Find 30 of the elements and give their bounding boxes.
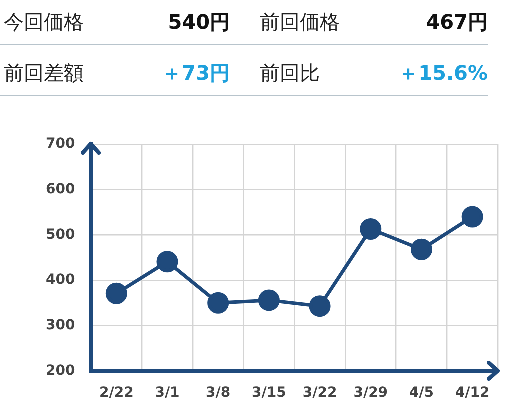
text: 467円: [426, 8, 488, 36]
x-tick-label: 3/29: [354, 385, 388, 402]
x-tick-label: 2/22: [99, 385, 134, 402]
x-tick-label: 3/15: [252, 385, 286, 402]
point: [360, 218, 382, 240]
text: ＋15.6%: [398, 60, 488, 86]
y-tick-label: 300: [46, 317, 76, 334]
text: 前回差額: [4, 60, 84, 86]
point: [156, 251, 178, 273]
text: 前回比: [260, 60, 320, 86]
x-tick-label: 4/5: [409, 385, 434, 402]
point: [258, 290, 280, 312]
x-tick-label: 3/8: [206, 385, 231, 402]
y-tick-label: 500: [46, 226, 76, 243]
point: [106, 282, 128, 304]
point: [462, 206, 484, 228]
point: [410, 238, 432, 260]
x-tick-label: 3/22: [302, 385, 338, 402]
y-tick-label: 400: [46, 272, 76, 288]
y-tick-label: 200: [46, 362, 76, 379]
text: 前回価格: [260, 8, 340, 36]
y-tick-label: 600: [46, 181, 76, 198]
text: 540円: [168, 8, 230, 36]
text: 今回価格: [4, 8, 84, 36]
y-tick-label: 700: [46, 136, 76, 152]
x-tick-label: 4/12: [455, 385, 490, 402]
point: [208, 292, 230, 314]
text: ＋73円: [162, 60, 230, 86]
x-tick-label: 3/1: [155, 385, 180, 402]
point: [309, 296, 331, 318]
